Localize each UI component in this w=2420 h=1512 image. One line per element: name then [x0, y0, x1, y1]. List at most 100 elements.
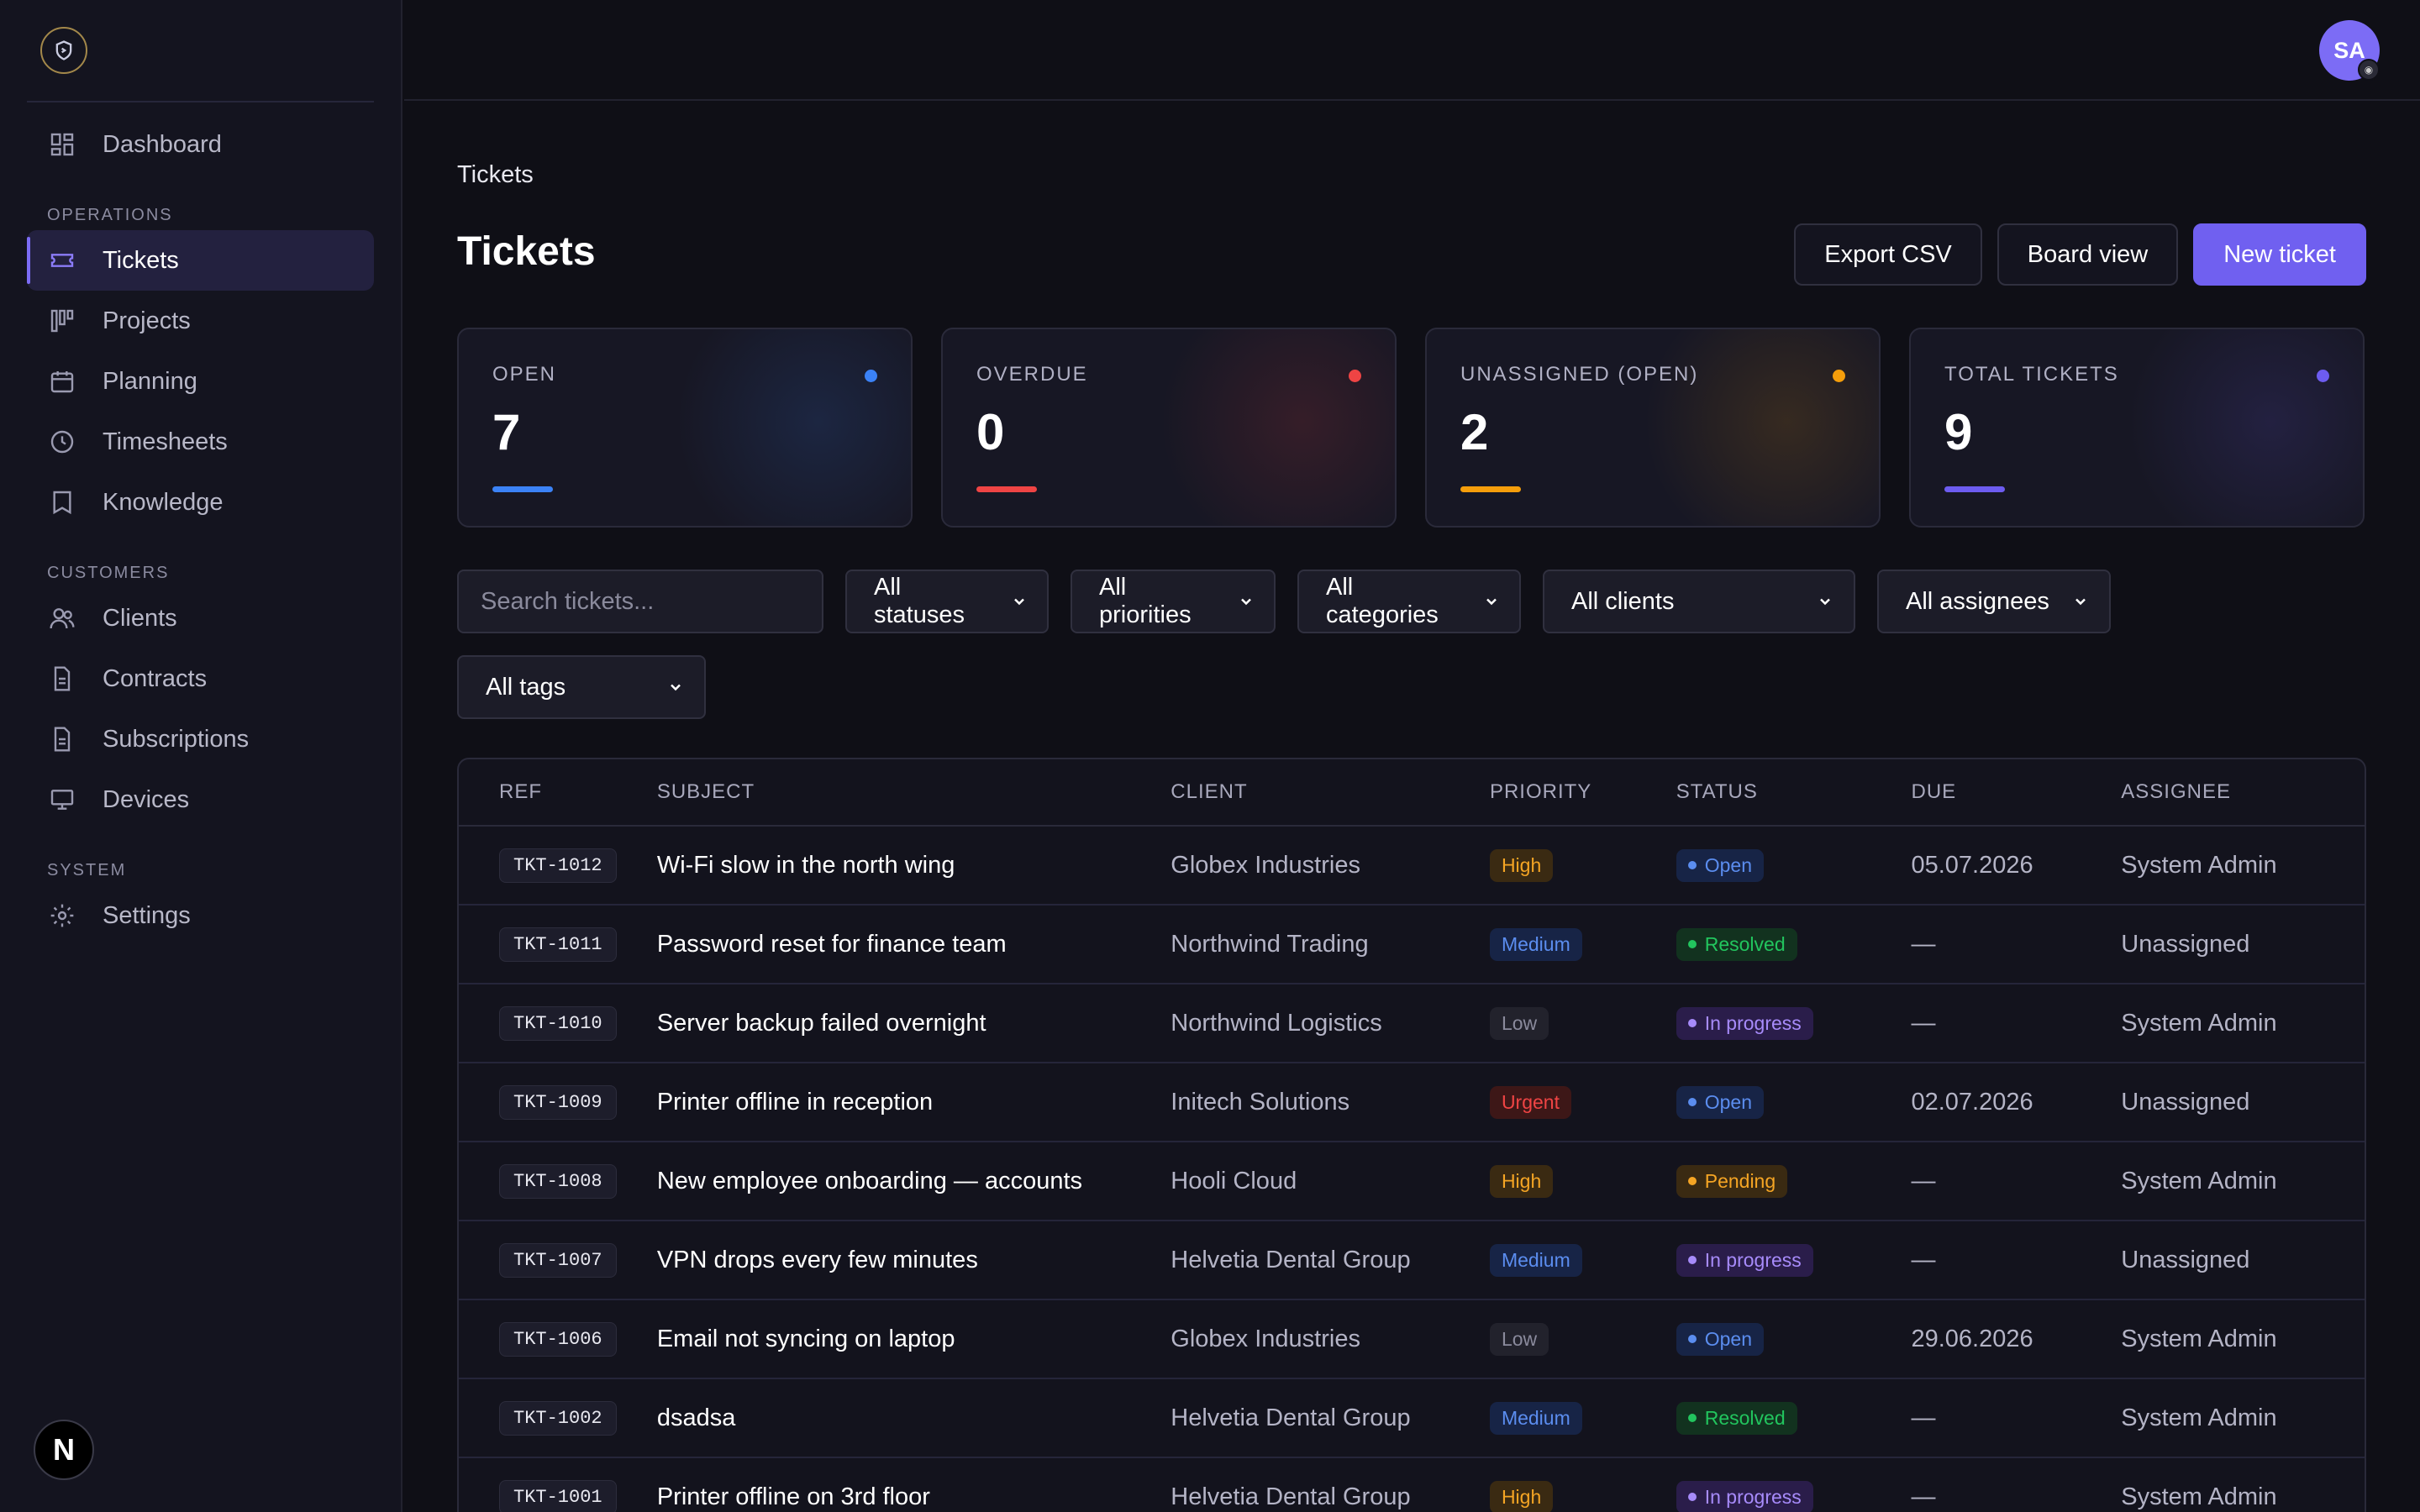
sidebar-item-clients[interactable]: Clients — [27, 588, 374, 648]
ticket-subject[interactable]: Password reset for finance team — [656, 930, 1007, 958]
client-filter-value: All clients — [1571, 587, 1675, 615]
col-priority[interactable]: PRIORITY — [1489, 780, 1592, 803]
ticket-subject[interactable]: Printer offline in reception — [656, 1088, 934, 1116]
table-row[interactable]: TKT-1001 Printer offline on 3rd floor Helv… — [459, 1458, 2365, 1512]
avatar[interactable]: SA ◉ — [2319, 20, 2380, 81]
table-row[interactable]: TKT-1008 New employee onboarding — accoun… — [459, 1142, 2365, 1221]
ticket-ref[interactable]: TKT-1007 — [499, 1242, 617, 1278]
sidebar-item-planning[interactable]: Planning — [27, 351, 374, 412]
ticket-ref[interactable]: TKT-1002 — [499, 1400, 617, 1436]
ticket-subject[interactable]: Server backup failed overnight — [656, 1009, 986, 1037]
sidebar-item-knowledge[interactable]: Knowledge — [27, 472, 374, 533]
chevron-down-icon — [1483, 591, 1502, 612]
sidebar-item-devices[interactable]: Devices — [27, 769, 374, 830]
status-dot — [1687, 1256, 1697, 1265]
sidebar-item-contracts[interactable]: Contracts — [27, 648, 374, 709]
sidebar-item-subscriptions[interactable]: Subscriptions — [27, 709, 374, 769]
ticket-ref[interactable]: TKT-1010 — [499, 1005, 617, 1041]
table-row[interactable]: TKT-1010 Server backup failed overnight No… — [459, 984, 2365, 1063]
ticket-assignee: System Admin — [2121, 1167, 2277, 1194]
col-ref[interactable]: REF — [499, 780, 542, 803]
ticket-subject[interactable]: Email not syncing on laptop — [656, 1325, 955, 1352]
card-label: UNASSIGNED (OPEN) — [1460, 363, 1699, 386]
ticket-due: — — [1911, 930, 1936, 958]
ticket-ref[interactable]: TKT-1001 — [499, 1479, 617, 1512]
priority-badge: Medium — [1489, 1243, 1582, 1277]
ticket-ref[interactable]: TKT-1009 — [499, 1084, 617, 1120]
table-row[interactable]: TKT-1002 dsadsa Helvetia Dental Group Mediu… — [459, 1379, 2365, 1458]
priority-filter-value: All priorities — [1099, 574, 1192, 628]
sidebar-item-label: Planning — [103, 367, 197, 395]
col-client[interactable]: CLIENT — [1171, 780, 1248, 803]
table-body: TKT-1012 Wi-Fi slow in the north wing Glob… — [459, 827, 2365, 1512]
sidebar-item-timesheets[interactable]: Timesheets — [27, 412, 374, 472]
table-row[interactable]: TKT-1012 Wi-Fi slow in the north wing Glob… — [459, 827, 2365, 906]
board-view-button[interactable]: Board view — [1996, 223, 2179, 286]
sidebar-item-projects[interactable]: Projects — [27, 291, 374, 351]
card-bar — [1944, 486, 2005, 492]
next-badge[interactable]: N — [34, 1420, 94, 1480]
status-dot — [1687, 861, 1697, 870]
status-dot — [1687, 1019, 1697, 1028]
ticket-ref[interactable]: TKT-1008 — [499, 1163, 617, 1199]
status-label: Open — [1704, 1327, 1752, 1350]
ticket-due: — — [1911, 1404, 1936, 1431]
assignee-filter[interactable]: All assignees — [1877, 570, 2111, 633]
ticket-subject[interactable]: New employee onboarding — accounts — [656, 1167, 1083, 1194]
ticket-priority-cell: Medium — [1489, 1401, 1676, 1435]
sidebar-item-settings[interactable]: Settings — [27, 885, 374, 946]
ticket-ref[interactable]: TKT-1012 — [499, 848, 617, 883]
status-dot — [1687, 1177, 1697, 1186]
ticket-due: — — [1911, 1167, 1936, 1194]
breadcrumb[interactable]: Tickets — [457, 161, 534, 188]
ticket-ref-cell: TKT-1006 — [459, 1321, 657, 1357]
card-label: OVERDUE — [976, 363, 1088, 386]
ticket-client: Helvetia Dental Group — [1171, 1483, 1411, 1510]
new-ticket-button[interactable]: New ticket — [2193, 223, 2366, 286]
ticket-ref[interactable]: TKT-1006 — [499, 1321, 617, 1357]
table-row[interactable]: TKT-1009 Printer offline in reception Init… — [459, 1063, 2365, 1142]
ticket-subject[interactable]: VPN drops every few minutes — [656, 1246, 978, 1273]
priority-badge: Medium — [1489, 1401, 1582, 1435]
sidebar-item-tickets[interactable]: Tickets — [27, 230, 374, 291]
status-filter[interactable]: All statuses — [845, 570, 1049, 633]
table-row[interactable]: TKT-1006 Email not syncing on laptop Globe… — [459, 1300, 2365, 1379]
export-csv-button[interactable]: Export CSV — [1794, 223, 1982, 286]
col-due[interactable]: DUE — [1911, 780, 1957, 803]
search-input[interactable] — [457, 570, 823, 633]
card-bar — [1460, 486, 1521, 492]
card-glow — [676, 329, 911, 526]
card-value: 9 — [1944, 404, 1973, 460]
status-badge: Resolved — [1676, 1401, 1797, 1435]
client-filter[interactable]: All clients — [1543, 570, 1855, 633]
sidebar-item-label: Tickets — [103, 246, 179, 274]
col-assignee[interactable]: ASSIGNEE — [2121, 780, 2231, 803]
status-badge: Open — [1676, 1322, 1764, 1356]
ticket-subject[interactable]: dsadsa — [656, 1404, 736, 1431]
sidebar: Dashboard OPERATIONS Tickets Projects Pl… — [0, 0, 402, 1512]
card-dot — [2317, 370, 2329, 382]
tag-filter[interactable]: All tags — [457, 655, 706, 719]
category-filter[interactable]: All categories — [1297, 570, 1521, 633]
book-icon — [47, 487, 77, 517]
ticket-subject[interactable]: Printer offline on 3rd floor — [656, 1483, 930, 1510]
col-status[interactable]: STATUS — [1676, 780, 1758, 803]
ticket-assignee: System Admin — [2121, 1009, 2277, 1037]
card-label: TOTAL TICKETS — [1944, 363, 2119, 386]
table-row[interactable]: TKT-1007 VPN drops every few minutes Helve… — [459, 1221, 2365, 1300]
table-row[interactable]: TKT-1011 Password reset for finance team N… — [459, 906, 2365, 984]
sidebar-item-label: Settings — [103, 901, 191, 929]
dashboard-icon — [47, 129, 77, 160]
sidebar-item-dashboard[interactable]: Dashboard — [27, 114, 374, 175]
priority-filter[interactable]: All priorities — [1071, 570, 1276, 633]
status-badge: Open — [1676, 848, 1764, 882]
shield-icon[interactable] — [40, 27, 87, 74]
ticket-ref-cell: TKT-1007 — [459, 1242, 657, 1278]
ticket-due: 29.06.2026 — [1911, 1325, 2033, 1352]
ticket-subject[interactable]: Wi-Fi slow in the north wing — [656, 851, 955, 879]
chevron-down-icon — [1238, 591, 1257, 612]
priority-badge: Medium — [1489, 927, 1582, 961]
ticket-ref[interactable]: TKT-1011 — [499, 927, 617, 962]
col-subject[interactable]: SUBJECT — [656, 780, 755, 803]
status-label: Resolved — [1704, 932, 1786, 955]
